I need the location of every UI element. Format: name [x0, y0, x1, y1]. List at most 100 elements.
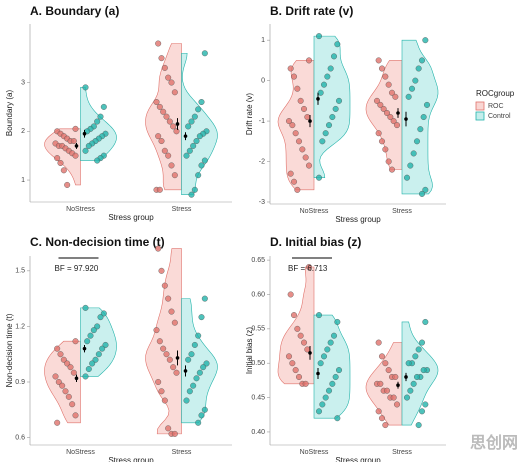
data-point: [299, 146, 306, 153]
data-point: [321, 353, 328, 360]
data-point: [155, 40, 162, 47]
data-point: [287, 65, 294, 72]
data-point: [394, 401, 401, 408]
legend-label: ROC: [488, 103, 504, 110]
x-tick-label: Stress: [172, 449, 192, 456]
data-point: [287, 170, 294, 177]
data-point: [379, 353, 386, 360]
data-point: [188, 118, 195, 125]
data-point: [170, 364, 177, 371]
data-point: [94, 323, 101, 330]
data-point: [412, 77, 419, 84]
data-point: [166, 118, 173, 125]
data-point: [382, 146, 389, 153]
mean-point: [82, 346, 87, 351]
data-point: [64, 360, 71, 367]
data-point: [390, 118, 397, 125]
mean-point: [404, 375, 408, 379]
data-point: [195, 332, 202, 339]
data-point: [85, 142, 92, 149]
data-point: [327, 339, 334, 346]
violin: [401, 321, 439, 426]
data-point: [171, 172, 178, 179]
data-point: [165, 425, 172, 432]
data-point: [297, 332, 304, 339]
data-point: [196, 133, 203, 140]
data-point: [326, 122, 333, 129]
data-point: [407, 162, 414, 169]
watermark: 思创网: [470, 433, 518, 452]
data-point: [158, 138, 165, 145]
data-point: [331, 53, 338, 60]
data-point: [316, 312, 323, 319]
y-tick-label: 0.6: [15, 434, 25, 441]
y-tick-label: 0.45: [251, 394, 265, 401]
data-point: [377, 101, 384, 108]
mean-point: [183, 369, 188, 373]
data-point: [424, 101, 431, 108]
data-point: [188, 351, 195, 358]
data-point: [160, 345, 167, 352]
y-tick-label: 3: [21, 79, 25, 86]
data-point: [392, 93, 399, 100]
data-point: [324, 73, 331, 80]
data-point: [69, 401, 76, 408]
data-point: [97, 314, 104, 321]
data-point: [54, 155, 61, 162]
data-point: [405, 93, 412, 100]
data-point: [292, 130, 299, 137]
data-point: [380, 105, 387, 112]
data-point: [158, 55, 165, 62]
data-point: [390, 394, 397, 401]
data-point: [414, 138, 421, 145]
data-point: [160, 108, 167, 115]
data-point: [195, 172, 202, 179]
data-point: [72, 125, 79, 132]
data-point: [379, 138, 386, 145]
data-point: [57, 351, 64, 358]
x-axis-title: Stress group: [335, 215, 381, 224]
mean-point: [175, 122, 180, 126]
data-point: [316, 174, 323, 181]
data-point: [294, 85, 301, 92]
data-point: [377, 380, 384, 387]
data-point: [168, 308, 175, 315]
data-point: [156, 103, 163, 110]
data-point: [190, 142, 197, 149]
data-point: [200, 364, 207, 371]
data-point: [326, 387, 333, 394]
legend-swatch: [475, 101, 485, 111]
data-point: [334, 415, 341, 422]
data-point: [415, 422, 422, 429]
data-point: [417, 126, 424, 133]
data-point: [165, 74, 172, 81]
data-point: [85, 366, 92, 373]
mean-point: [82, 131, 87, 136]
panel-title: B. Drift rate (v): [270, 4, 353, 18]
data-point: [198, 99, 205, 106]
data-point: [55, 379, 62, 386]
annotation: BF = 6.713: [288, 264, 328, 273]
data-point: [190, 382, 197, 389]
data-point: [379, 415, 386, 422]
data-point: [198, 412, 205, 419]
data-point: [70, 369, 77, 376]
data-point: [100, 310, 107, 317]
data-point: [201, 157, 208, 164]
data-point: [382, 422, 389, 429]
data-point: [155, 379, 162, 386]
data-point: [375, 57, 382, 64]
data-point: [170, 123, 177, 130]
data-point: [289, 360, 296, 367]
data-point: [54, 345, 61, 352]
data-point: [173, 128, 180, 135]
violin: [145, 248, 182, 435]
data-point: [385, 367, 392, 374]
data-point: [306, 57, 313, 64]
data-point: [67, 364, 74, 371]
data-point: [419, 57, 426, 64]
y-tick-label: -3: [259, 199, 265, 206]
data-point: [336, 367, 343, 374]
data-point: [72, 412, 79, 419]
data-point: [291, 312, 298, 319]
